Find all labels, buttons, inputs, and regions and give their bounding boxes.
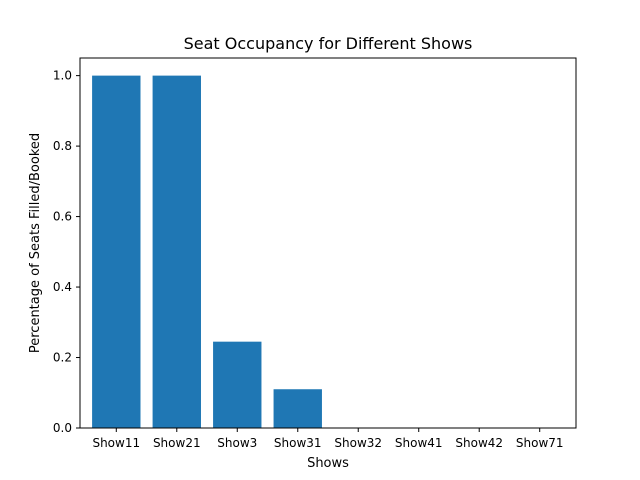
y-tick-label: 0.2 [53, 351, 72, 365]
x-tick-label: Show11 [92, 436, 140, 450]
bar-show21 [152, 75, 201, 429]
y-tick-label: 0.4 [53, 280, 72, 294]
y-tick-label: 1.0 [53, 69, 72, 83]
chart-title: Seat Occupancy for Different Shows [184, 34, 473, 53]
x-axis-ticks: Show11 Show21 Show3 Show31 Show32 Show41 Show4… [92, 428, 564, 450]
x-tick-label: Show42 [455, 436, 503, 450]
y-tick-label: 0.0 [53, 421, 72, 435]
y-tick-label: 0.8 [53, 139, 72, 153]
plot-area-frame [79, 57, 577, 429]
x-tick-label: Show71 [516, 436, 564, 450]
bar-show11 [92, 75, 141, 429]
x-tick-label: Show31 [274, 436, 322, 450]
bar-show3 [213, 341, 262, 428]
bar-show31 [273, 389, 322, 428]
bars-group [92, 75, 322, 429]
y-axis-ticks: 0.0 0.2 0.4 0.6 0.8 1.0 [53, 69, 80, 435]
x-tick-label: Show32 [334, 436, 382, 450]
x-tick-label: Show21 [153, 436, 201, 450]
x-tick-label: Show41 [395, 436, 443, 450]
x-axis-label: Shows [307, 456, 349, 471]
y-tick-label: 0.6 [53, 210, 72, 224]
y-axis-label: Percentage of Seats Filled/Booked [28, 133, 43, 353]
x-tick-label: Show3 [217, 436, 257, 450]
